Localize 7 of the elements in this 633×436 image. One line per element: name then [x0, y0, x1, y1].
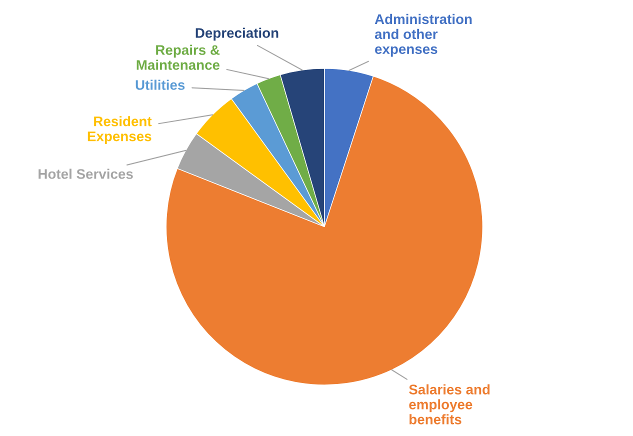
slice-label: Hotel Services: [38, 168, 133, 179]
slice-label: Resident Expenses: [88, 116, 152, 144]
slice-label: Repairs & Maintenance: [136, 44, 220, 70]
slice-label: Salaries and employee benefits: [409, 384, 490, 424]
slice-label: Administration and other expenses: [374, 14, 472, 57]
slice-label: Depreciation: [196, 28, 278, 41]
slice-label: Utilities: [136, 80, 185, 90]
